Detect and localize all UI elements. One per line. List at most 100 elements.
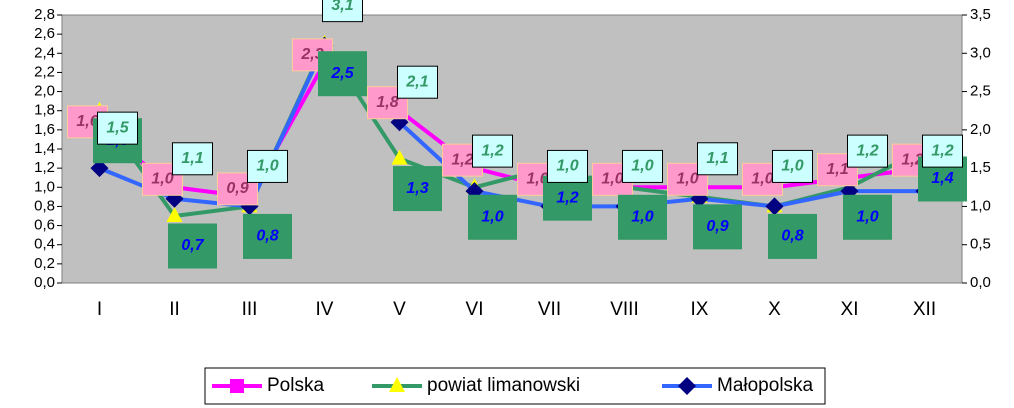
y2-tick-label: 0,5 <box>970 236 991 253</box>
x-tick-label: II <box>169 299 180 320</box>
legend-label: powiat limanowski <box>427 375 580 396</box>
x-tick-label: IV <box>316 299 334 320</box>
y-tick-label: 2,4 <box>34 44 55 61</box>
y2-tick-label: 3,0 <box>970 44 991 61</box>
y-tick-label: 1,6 <box>34 121 55 138</box>
data-label-box <box>697 142 738 176</box>
data-label: 1,0 <box>256 158 278 175</box>
y-tick-label: 2,6 <box>34 25 55 42</box>
data-label: 2,3 <box>300 46 323 63</box>
y-tick-label: 2,8 <box>34 6 55 23</box>
data-label: 1,2 <box>451 151 473 168</box>
y-tick-label: 1,2 <box>34 159 55 176</box>
data-label: 0,9 <box>706 218 728 235</box>
data-label: 0,9 <box>226 180 248 197</box>
data-label: 1,0 <box>781 158 803 175</box>
data-label: 1,0 <box>601 171 623 188</box>
marker <box>391 149 408 165</box>
data-label: 3,1 <box>331 0 353 14</box>
x-tick-label: V <box>393 299 406 320</box>
x-tick-label: VI <box>466 299 484 320</box>
data-label-box <box>543 175 592 221</box>
data-label: 1,0 <box>151 171 173 188</box>
y-tick-label: 1,8 <box>34 102 55 119</box>
data-label: 1,0 <box>481 209 503 226</box>
x-tick-label: XI <box>841 299 859 320</box>
data-label: 1,2 <box>556 189 578 206</box>
x-tick-label: XII <box>913 299 936 320</box>
x-tick-label: III <box>242 299 258 320</box>
y-tick-label: 0,6 <box>34 217 55 234</box>
data-label: 1,0 <box>676 171 698 188</box>
y-tick-label: 2,2 <box>34 63 55 80</box>
data-label-box <box>168 223 217 269</box>
y2-tick-label: 3,5 <box>970 6 991 23</box>
y2-tick-label: 0,0 <box>970 274 991 291</box>
marker <box>166 207 183 222</box>
data-label: 1,2 <box>931 142 953 159</box>
data-label-box <box>847 134 888 168</box>
data-label: 0,8 <box>256 228 278 245</box>
data-label-box <box>547 149 588 183</box>
data-label: 1,5 <box>106 119 129 136</box>
x-tick-label: VIII <box>610 299 639 320</box>
y2-tick-label: 2,5 <box>970 83 991 100</box>
data-label-box <box>468 194 517 240</box>
data-label: 2,1 <box>405 73 428 90</box>
data-label: 0,8 <box>781 228 803 245</box>
y2-tick-label: 1,5 <box>970 159 991 176</box>
y2-tick-label: 1,0 <box>970 197 991 214</box>
data-label-box <box>693 204 742 250</box>
x-tick-label: VII <box>538 299 561 320</box>
data-label-box <box>97 111 138 145</box>
data-label-box <box>393 166 442 212</box>
legend-label: Polska <box>267 375 324 396</box>
data-label-box <box>247 149 288 183</box>
x-tick-label: IX <box>691 299 709 320</box>
y-tick-label: 0,2 <box>34 255 55 272</box>
data-label-box <box>843 194 892 240</box>
marker <box>90 159 109 178</box>
y-tick-label: 0,0 <box>34 274 55 291</box>
data-label: 0,7 <box>181 237 204 254</box>
data-label: 1,1 <box>181 150 203 167</box>
data-label-box <box>318 51 367 97</box>
legend-marker <box>678 377 696 395</box>
data-label-box <box>172 142 213 176</box>
data-label-box <box>243 213 292 259</box>
y-tick-label: 1,4 <box>34 140 55 157</box>
data-label: 1,1 <box>706 150 728 167</box>
data-label-box <box>618 194 667 240</box>
x-tick-label: X <box>768 299 781 320</box>
data-label: 1,3 <box>406 180 428 197</box>
legend-label: Małopolska <box>717 375 814 396</box>
data-label-box <box>772 149 813 183</box>
data-label: 1,2 <box>481 142 503 159</box>
data-label: 1,1 <box>826 161 848 178</box>
marker <box>765 197 784 216</box>
data-label: 1,2 <box>856 142 878 159</box>
data-label-box <box>322 0 363 23</box>
y-tick-label: 1,0 <box>34 178 55 195</box>
data-label: 1,0 <box>631 209 653 226</box>
data-label-box <box>397 65 438 99</box>
data-label-box <box>768 213 817 259</box>
data-label-box <box>622 149 663 183</box>
y2-tick-label: 2,0 <box>970 121 991 138</box>
legend-marker <box>230 379 244 393</box>
data-label: 1,8 <box>376 94 398 111</box>
data-label: 1,0 <box>856 209 878 226</box>
legend-marker <box>389 377 405 392</box>
legend-box <box>204 367 826 405</box>
data-label: 1,0 <box>556 158 578 175</box>
y-tick-label: 0,8 <box>34 197 55 214</box>
data-label-box <box>922 134 963 168</box>
data-label: 2,5 <box>330 65 354 82</box>
x-tick-label: I <box>97 299 102 320</box>
data-label: 1,4 <box>931 170 953 187</box>
y-tick-label: 2,0 <box>34 83 55 100</box>
y-tick-label: 0,4 <box>34 236 55 253</box>
data-label-box <box>472 134 513 168</box>
data-label: 1,0 <box>631 158 653 175</box>
